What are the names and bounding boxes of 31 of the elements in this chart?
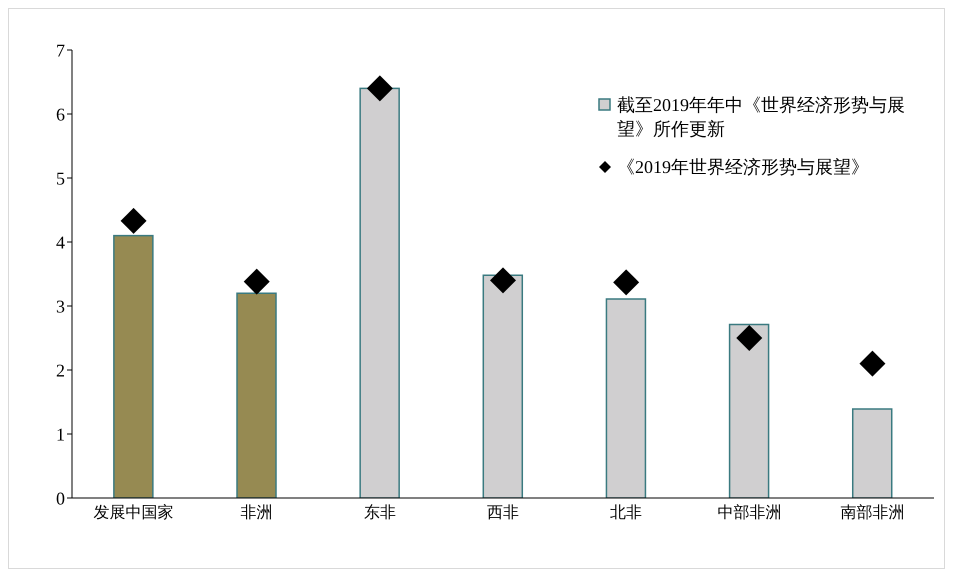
point xyxy=(490,267,516,294)
y-tick-label: 6 xyxy=(56,104,65,124)
bar xyxy=(359,88,400,498)
y-tick-label: 7 xyxy=(56,40,65,60)
x-tick-label: 东非 xyxy=(364,503,396,522)
x-tick-label: 南部非洲 xyxy=(840,503,904,522)
bar xyxy=(236,292,277,498)
y-tick-label: 1 xyxy=(56,424,65,444)
point xyxy=(244,268,270,295)
x-tick-label: 发展中国家 xyxy=(94,503,174,522)
bar xyxy=(113,234,154,498)
point xyxy=(366,75,393,102)
bar xyxy=(606,298,646,498)
point xyxy=(859,350,886,377)
y-tick-label: 3 xyxy=(56,296,65,316)
point xyxy=(613,269,640,296)
point xyxy=(120,208,147,234)
x-tick-label: 非洲 xyxy=(240,503,273,522)
y-tick-label: 2 xyxy=(56,360,65,380)
legend-label: 《2019年世界经济形势与展望》 xyxy=(617,156,869,179)
x-tick-label: 中部非洲 xyxy=(717,503,782,522)
legend-label: 截至2019年年中《世界经济形势与展望》所作更新 xyxy=(617,94,906,141)
bar xyxy=(852,408,892,498)
bar xyxy=(482,274,524,498)
bar xyxy=(728,324,770,498)
x-tick-label: 西非 xyxy=(487,503,519,522)
y-tick-label: 5 xyxy=(56,168,65,188)
y-tick-label: 4 xyxy=(56,232,65,252)
point xyxy=(736,325,762,351)
y-tick-label: 0 xyxy=(56,488,65,508)
x-tick-label: 北非 xyxy=(610,503,642,522)
